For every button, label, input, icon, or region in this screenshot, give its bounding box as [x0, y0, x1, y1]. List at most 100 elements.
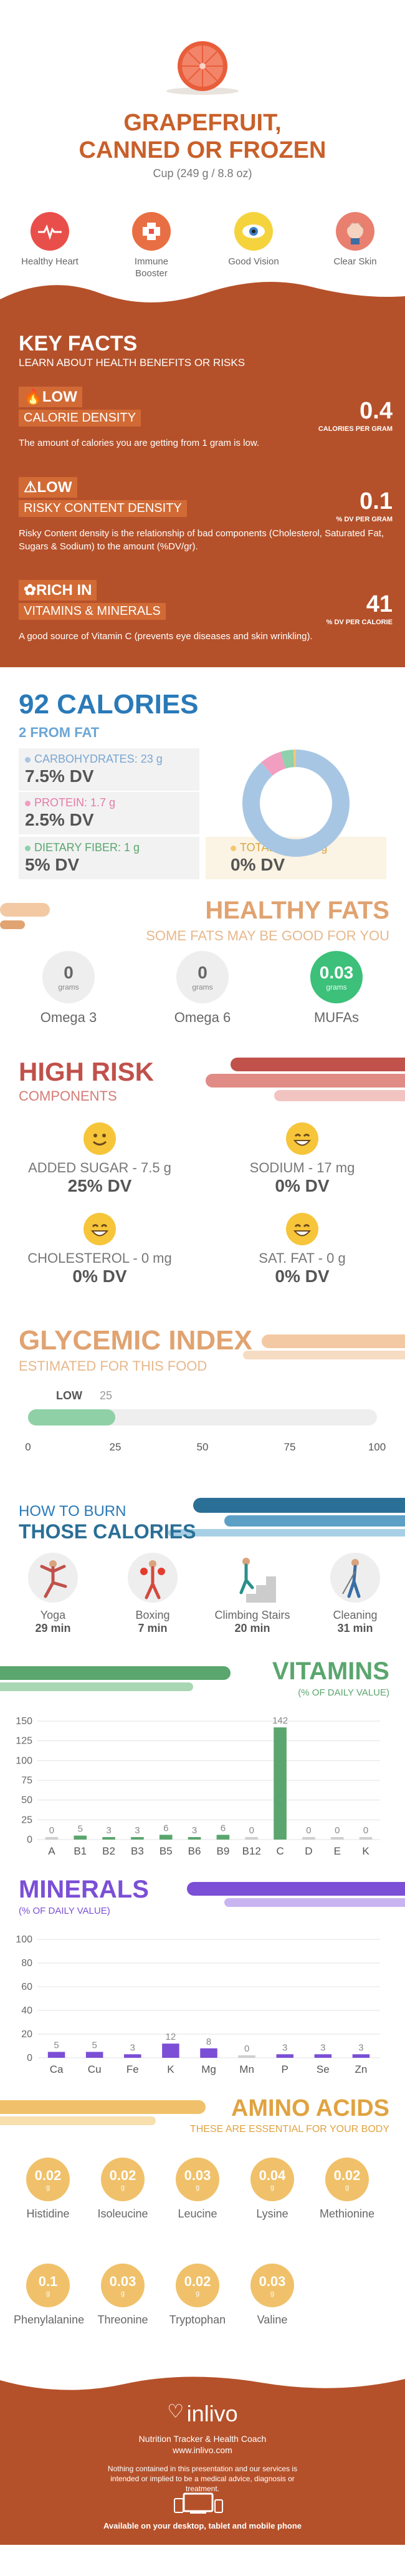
fact-value: 0.4: [360, 398, 393, 424]
risk-sodium: SODIUM - 17 mg 0% DV: [215, 1122, 389, 1196]
cleaning-icon: [330, 1553, 380, 1603]
x-tick-label: K: [167, 2063, 174, 2075]
bar-K: [162, 2043, 179, 2058]
devices-icon: [174, 2492, 223, 2514]
fact-unit: % DV PER CALORIE: [326, 619, 393, 626]
page-title: GRAPEFRUIT, CANNED OR FROZEN: [79, 110, 326, 163]
healthy-fats-section: HEALTHY FATS SOME FATS MAY BE GOOD FOR Y…: [0, 885, 405, 1041]
donut-slice-1: [261, 751, 286, 776]
x-tick-label: B6: [188, 1845, 201, 1857]
glycemic-tick-label: 100: [368, 1441, 386, 1453]
x-tick-label: Ca: [50, 2063, 64, 2075]
key-facts-section: KEY FACTS LEARN ABOUT HEALTH BENEFITS OR…: [0, 318, 405, 667]
amino-valine: 0.03 g Valine: [238, 2264, 307, 2327]
y-tick-label: 150: [16, 1716, 32, 1727]
bar-value-label: 0: [335, 1825, 340, 1836]
benefit-good-vision: Good Vision: [222, 212, 285, 268]
healthy-fats-subtitle: SOME FATS MAY BE GOOD FOR YOU: [146, 928, 389, 943]
eye-icon: [234, 212, 273, 251]
bar-value-label: 0: [306, 1825, 311, 1836]
amino-histidine: 0.02 g Histidine: [14, 2158, 82, 2221]
x-tick-label: Se: [317, 2063, 330, 2075]
risk-decor: [206, 1058, 405, 1101]
y-tick-label: 100: [16, 1755, 32, 1766]
glycemic-tick-label: 25: [110, 1441, 122, 1453]
x-tick-label: E: [334, 1845, 341, 1857]
bar-value-label: 8: [206, 2037, 211, 2047]
calories-section: 92 CALORIES 2 FROM FAT CARBOHYDRATES: 23…: [0, 667, 405, 885]
burn-calories-section: HOW TO BURN THOSE CALORIES Yoga 29 min B…: [0, 1472, 405, 1652]
bar-Cu: [85, 2052, 103, 2058]
footer-wave: [0, 2373, 405, 2390]
fact-description: Risky Content density is the relationshi…: [19, 528, 384, 552]
glycemic-fill: [28, 1409, 115, 1425]
x-tick-label: A: [48, 1845, 55, 1857]
burn-title-top: HOW TO BURN: [19, 1503, 126, 1520]
high-risk-subtitle: COMPONENTS: [19, 1088, 117, 1104]
benefit-immune-booster: Immune Booster: [120, 212, 183, 279]
x-tick-label: D: [305, 1845, 312, 1857]
y-tick-label: 25: [21, 1815, 32, 1825]
benefit-healthy-heart: Healthy Heart: [19, 212, 81, 268]
y-tick-label: 0: [27, 1835, 32, 1845]
bar-value-label: 3: [320, 2042, 325, 2053]
immune-cross-icon: [132, 212, 171, 251]
bar-Mn: [238, 2055, 255, 2058]
y-tick-label: 125: [16, 1736, 32, 1747]
footer-section: ♡ inlivo Nutrition Tracker & Health Coac…: [0, 2373, 405, 2545]
fact-value: 0.1: [360, 488, 393, 514]
x-tick-label: B9: [217, 1845, 230, 1857]
amino-phenylalanine: 0.1 g Phenylalanine: [14, 2264, 84, 2327]
x-tick-label: B2: [102, 1845, 115, 1857]
vitamins-title: VITAMINS: [272, 1657, 389, 1685]
fat-mufas: 0.03 grams MUFAs: [293, 951, 380, 1026]
smile-face-icon: [83, 1122, 116, 1155]
x-tick-label: Mn: [239, 2063, 254, 2075]
fat-omega6: 0 grams Omega 6: [159, 951, 246, 1026]
minerals-subtitle: (% OF DAILY VALUE): [19, 1906, 110, 1916]
bar-B12: [245, 1837, 259, 1840]
key-facts-title: KEY FACTS: [19, 332, 138, 355]
bar-B9: [216, 1835, 230, 1840]
bar-value-label: 0: [363, 1825, 368, 1836]
footer-url[interactable]: www.inlivo.com: [173, 2445, 232, 2455]
leaf-icon: ✿: [24, 582, 37, 599]
fact-unit: CALORIES PER GRAM: [318, 425, 393, 433]
bar-Se: [314, 2054, 332, 2058]
bar-value-label: 3: [358, 2042, 363, 2053]
glycemic-index-section: GLYCEMIC INDEX ESTIMATED FOR THIS FOOD L…: [0, 1310, 405, 1472]
glycemic-tick-label: 0: [25, 1441, 31, 1453]
amino-title: AMINO ACIDS: [231, 2095, 389, 2121]
glycemic-index-bar: 0 25 50 75 100: [25, 1409, 386, 1453]
donut-slice-3: [293, 750, 296, 768]
y-tick-label: 75: [21, 1775, 32, 1786]
glycemic-tick-label: 75: [284, 1441, 296, 1453]
bar-value-label: 5: [92, 2040, 97, 2051]
bar-value-label: 3: [135, 1825, 140, 1836]
bar-value-label: 3: [130, 2042, 135, 2053]
serving-size: Cup (249 g / 8.8 oz): [153, 167, 252, 180]
fact-value: 41: [366, 591, 393, 617]
glycemic-value-label: 25: [100, 1389, 113, 1402]
fact-calorie-density: 🔥LOW CALORIE DENSITY 0.4 CALORIES PER GR…: [19, 387, 393, 450]
calories-title: 92 CALORIES: [19, 689, 199, 720]
bar-value-label: 3: [106, 1825, 111, 1836]
bar-D: [302, 1837, 315, 1840]
amino-acids-section: AMINO ACIDS THESE ARE ESSENTIAL FOR YOUR…: [0, 2089, 405, 2373]
stairs-icon: [227, 1553, 277, 1603]
inlivo-heart-icon: ♡: [167, 2401, 184, 2422]
header-wave-divider: [0, 282, 405, 318]
grin-face-icon: [83, 1213, 116, 1245]
amino-leucine: 0.03 g Leucine: [163, 2158, 232, 2221]
bar-value-label: 0: [49, 1825, 54, 1836]
amino-isoleucine: 0.02 g Isoleucine: [88, 2158, 157, 2221]
footer-brand: ♡ inlivo: [167, 2401, 238, 2426]
fact-description: A good source of Vitamin C (prevents eye…: [19, 631, 313, 642]
fact-unit: % DV PER GRAM: [336, 516, 393, 523]
risk-cholesterol: CHOLESTEROL - 0 mg 0% DV: [12, 1213, 187, 1286]
minerals-decor: [187, 1882, 405, 1907]
footer-disclaimer: Nothing contained in this presentation a…: [107, 2464, 298, 2493]
bar-value-label: 3: [192, 1825, 197, 1836]
burn-decor: [168, 1498, 405, 1536]
nutrient-protein: PROTEIN: 1.7 g 2.5% DV: [19, 792, 199, 834]
